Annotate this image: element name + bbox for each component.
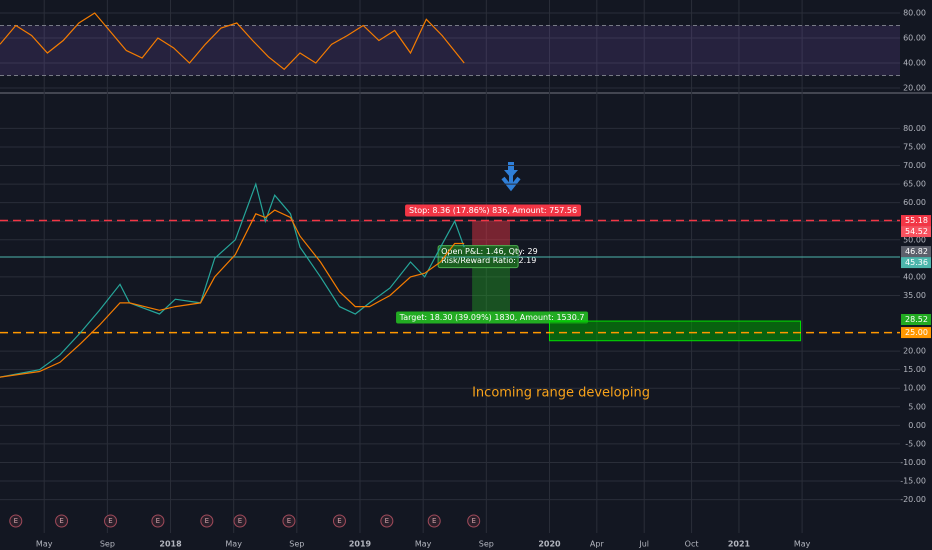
- earnings-marker: [332, 514, 346, 528]
- x-tick-label: Sep: [289, 540, 304, 549]
- earnings-label: E: [471, 517, 475, 525]
- y-tick-label: 15.00: [903, 365, 926, 374]
- earnings-label: E: [238, 517, 242, 525]
- price-tag-bg: [901, 226, 931, 238]
- rsi-band: [0, 25, 900, 76]
- y-tick-label: -15.00: [900, 477, 926, 486]
- y-tick-label: 0.00: [908, 421, 926, 430]
- earnings-label: E: [14, 517, 18, 525]
- y-tick-label: -20.00: [900, 495, 926, 504]
- earnings-marker: [9, 514, 23, 528]
- y-tick-label: 65.00: [903, 180, 926, 189]
- y-tick-label: 40.00: [903, 272, 926, 281]
- price-tag: 54.52: [905, 227, 928, 236]
- price-tag-bg: [901, 327, 931, 339]
- earnings-label: E: [205, 517, 209, 525]
- earnings-label: E: [156, 517, 160, 525]
- x-tick-label: 2019: [349, 540, 372, 549]
- x-tick-label: 2020: [538, 540, 561, 549]
- earnings-marker: [427, 514, 441, 528]
- y-tick-label: -10.00: [900, 458, 926, 467]
- y-tick-label: 60.00: [903, 34, 926, 43]
- x-tick-label: May: [36, 540, 53, 549]
- earnings-label: E: [432, 517, 436, 525]
- down-arrow-head: [501, 176, 521, 192]
- y-tick-label: 20.00: [903, 347, 926, 356]
- series-line: [0, 209, 465, 378]
- x-tick-label: Sep: [479, 540, 494, 549]
- x-tick-label: Sep: [100, 540, 115, 549]
- price-tag: 25.00: [905, 328, 928, 337]
- stop-label-bg: [405, 204, 582, 217]
- target-label-bg: [396, 311, 589, 324]
- y-tick-label: 80.00: [903, 124, 926, 133]
- earnings-marker: [233, 514, 247, 528]
- x-tick-label: 2018: [159, 540, 182, 549]
- x-tick-label: Oct: [685, 540, 699, 549]
- y-tick-label: 75.00: [903, 142, 926, 151]
- x-tick-label: May: [225, 540, 242, 549]
- earnings-label: E: [59, 517, 63, 525]
- earnings-marker: [200, 514, 214, 528]
- earnings-marker: [55, 514, 69, 528]
- price-tag: 55.18: [905, 216, 928, 225]
- earnings-marker: [380, 514, 394, 528]
- earnings-label: E: [108, 517, 112, 525]
- y-tick-label: 5.00: [908, 402, 926, 411]
- y-tick-label: -5.00: [905, 439, 926, 448]
- earnings-label: E: [287, 517, 291, 525]
- x-tick-label: Jul: [638, 540, 649, 549]
- stop-label: Stop: 8.36 (17.86%) 836, Amount: 757.56: [409, 206, 577, 215]
- price-tag-bg: [901, 215, 931, 227]
- y-tick-label: 10.00: [903, 384, 926, 393]
- earnings-label: E: [385, 517, 389, 525]
- pnl-text: Risk/Reward Ratio: 2.19: [441, 256, 536, 265]
- y-tick-label: 70.00: [903, 161, 926, 170]
- annotation: Incoming range developing: [472, 386, 650, 401]
- earnings-marker: [151, 514, 165, 528]
- price-tag-bg: [901, 246, 931, 258]
- price-tag: 28.52: [905, 315, 928, 324]
- range-box: [548, 320, 802, 342]
- price-tag-bg: [901, 314, 931, 326]
- price-tag: 46.82: [905, 247, 928, 256]
- y-tick-label: 50.00: [903, 235, 926, 244]
- y-tick-label: 60.00: [903, 198, 926, 207]
- target-label: Target: 18.30 (39.09%) 1830, Amount: 153…: [399, 313, 585, 322]
- x-tick-label: May: [794, 540, 811, 549]
- earnings-marker: [467, 514, 481, 528]
- series-line: [0, 12, 465, 71]
- y-tick-label: 80.00: [903, 9, 926, 18]
- series-line: [0, 182, 465, 378]
- x-tick-label: 2021: [728, 540, 751, 549]
- earnings-marker: [282, 514, 296, 528]
- y-tick-label: 20.00: [903, 84, 926, 93]
- earnings-label: E: [337, 517, 341, 525]
- x-tick-label: May: [415, 540, 432, 549]
- price-tag: 45.36: [905, 258, 928, 267]
- y-tick-label: 35.00: [903, 291, 926, 300]
- y-tick-label: 40.00: [903, 59, 926, 68]
- x-tick-label: Apr: [590, 540, 605, 549]
- pnl-text: Open P&L: 1.46, Qty: 29: [441, 247, 538, 256]
- price-tag-bg: [901, 257, 931, 269]
- earnings-marker: [104, 514, 118, 528]
